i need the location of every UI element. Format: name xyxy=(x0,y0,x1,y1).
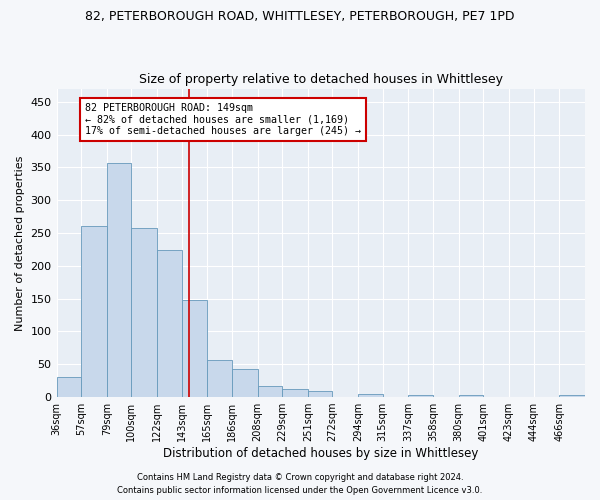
Bar xyxy=(559,395,585,397)
Title: Size of property relative to detached houses in Whittlesey: Size of property relative to detached ho… xyxy=(139,73,503,86)
Bar xyxy=(107,164,131,397)
Bar xyxy=(358,394,383,397)
X-axis label: Distribution of detached houses by size in Whittlesey: Distribution of detached houses by size … xyxy=(163,447,478,460)
Bar xyxy=(81,226,107,397)
Text: 82 PETERBOROUGH ROAD: 149sqm
← 82% of detached houses are smaller (1,169)
17% of: 82 PETERBOROUGH ROAD: 149sqm ← 82% of de… xyxy=(85,103,361,136)
Bar xyxy=(157,250,182,397)
Bar xyxy=(282,388,308,397)
Bar xyxy=(56,376,81,397)
Text: Contains HM Land Registry data © Crown copyright and database right 2024.
Contai: Contains HM Land Registry data © Crown c… xyxy=(118,474,482,495)
Text: 82, PETERBOROUGH ROAD, WHITTLESEY, PETERBOROUGH, PE7 1PD: 82, PETERBOROUGH ROAD, WHITTLESEY, PETER… xyxy=(85,10,515,23)
Bar xyxy=(131,228,157,397)
Bar xyxy=(182,300,208,397)
Bar xyxy=(308,391,332,397)
Bar xyxy=(257,386,282,397)
Bar xyxy=(459,395,483,397)
Bar xyxy=(208,360,232,397)
Bar xyxy=(409,395,433,397)
Y-axis label: Number of detached properties: Number of detached properties xyxy=(15,155,25,330)
Bar xyxy=(232,369,257,397)
